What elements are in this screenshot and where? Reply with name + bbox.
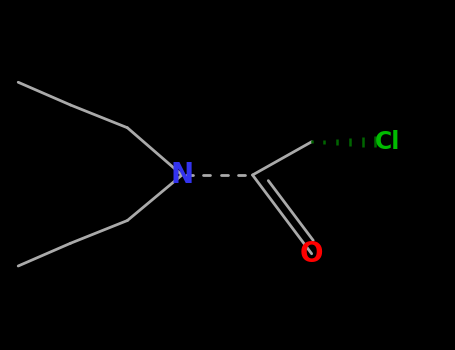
Text: Cl: Cl [375, 130, 401, 154]
Text: O: O [300, 240, 324, 268]
Text: N: N [171, 161, 193, 189]
